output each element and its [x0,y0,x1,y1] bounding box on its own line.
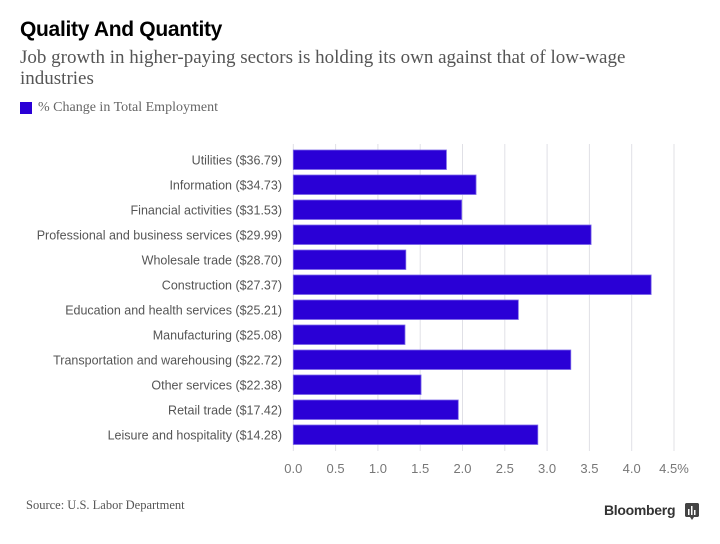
x-tick-label: 0.5 [327,461,345,476]
x-tick-label: 2.0 [453,461,471,476]
source-note: Source: U.S. Labor Department [26,498,185,512]
x-tick-label: 4.5% [659,461,689,476]
legend: % Change in Total Employment [20,100,218,116]
bar [292,174,477,195]
category-label: Transportation and warehousing ($22.72) [53,353,282,367]
x-tick-label: 3.0 [538,461,556,476]
bar [292,374,422,395]
bar [292,399,459,420]
brand-name: Bloomberg [604,502,676,518]
bar [292,349,572,370]
bar [292,299,519,320]
category-labels: Utilities ($36.79) Information ($34.73) Fi… [37,153,282,442]
x-tick-label: 3.5 [580,461,598,476]
brand-logo: Bloomberg [604,502,700,520]
bars [292,149,652,445]
category-label: Utilities ($36.79) [192,153,282,167]
category-label: Retail trade ($17.42) [168,403,282,417]
x-tick-label: 4.0 [623,461,641,476]
category-label: Construction ($27.37) [162,278,282,292]
category-label: Wholesale trade ($28.70) [142,253,282,267]
category-label: Leisure and hospitality ($14.28) [108,428,282,442]
category-label: Education and health services ($25.21) [65,303,282,317]
category-label: Manufacturing ($25.08) [153,328,282,342]
bar [292,199,463,220]
x-tick-label: 2.5 [496,461,514,476]
bar [292,224,592,245]
category-label: Information ($34.73) [169,178,282,192]
category-label: Financial activities ($31.53) [131,203,282,217]
legend-label: % Change in Total Employment [38,100,218,115]
chart-title: Quality And Quantity [20,18,223,41]
x-tick-labels: 0.0 0.5 1.0 1.5 2.0 2.5 3.0 3.5 4.0 4.5% [284,461,689,476]
category-label: Professional and business services ($29.… [37,228,282,242]
bar [292,149,447,170]
x-tick-label: 1.0 [369,461,387,476]
bloomberg-chart-icon [685,503,700,520]
bar [292,274,652,295]
legend-swatch [20,102,32,114]
bar [292,249,407,270]
x-tick-label: 0.0 [284,461,302,476]
category-label: Other services ($22.38) [151,378,282,392]
chart-subtitle: Job growth in higher-paying sectors is h… [20,47,626,89]
bar [292,324,406,345]
x-tick-label: 1.5 [411,461,429,476]
bar [292,424,539,445]
